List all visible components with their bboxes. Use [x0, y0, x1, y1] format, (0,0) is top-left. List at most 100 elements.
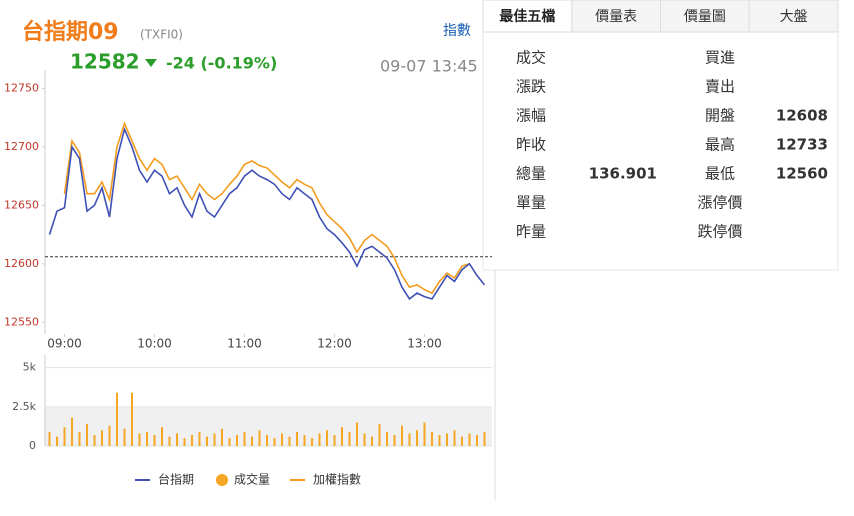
- volume-bar: [123, 428, 126, 446]
- volume-bar: [386, 431, 388, 446]
- down-arrow: [145, 59, 157, 67]
- volume-bar: [416, 430, 418, 446]
- volume-bar: [341, 427, 343, 446]
- quote-label: 漲停價: [697, 194, 742, 212]
- tab[interactable]: [748, 0, 839, 33]
- volume-bar: [258, 430, 261, 446]
- quote-label: 賣出: [705, 78, 735, 96]
- volume-bar: [371, 436, 373, 446]
- volume-bar: [311, 438, 313, 446]
- volume-bar: [176, 433, 178, 446]
- volume-bar: [131, 392, 133, 446]
- volume-bar: [198, 431, 201, 446]
- volume-bar: [348, 431, 351, 446]
- volume-bar: [438, 435, 441, 446]
- tab-label[interactable]: 最佳五檔: [499, 8, 555, 25]
- volume-bar: [333, 435, 336, 446]
- y-tick-label: 0: [29, 439, 36, 452]
- quote-label: 最高: [705, 136, 735, 154]
- quote-label: 跌停價: [697, 223, 742, 241]
- tab-label[interactable]: 價量圖: [684, 8, 726, 25]
- volume-bar: [446, 433, 448, 446]
- quote-label: 昨收: [516, 136, 546, 154]
- volume-bar: [183, 438, 186, 446]
- index-link[interactable]: 指數: [443, 23, 471, 39]
- volume-bar: [63, 427, 66, 446]
- volume-bar: [266, 435, 268, 446]
- volume-bar: [273, 438, 276, 446]
- volume-bar: [476, 435, 478, 446]
- volume-bar: [108, 425, 111, 446]
- y-tick-label: 5k: [23, 361, 37, 374]
- price-line: [48, 126, 486, 301]
- y-tick-label: 12700: [4, 140, 39, 153]
- volume-bar: [431, 431, 433, 446]
- quote-label: 最低: [705, 165, 735, 183]
- volume-bar: [483, 431, 486, 446]
- y-tick-label: 12550: [4, 315, 39, 328]
- tab-label[interactable]: 大盤: [780, 9, 808, 25]
- volume-bar: [453, 430, 456, 446]
- quote-value: 12560: [776, 165, 828, 183]
- legend-label: 成交量: [234, 472, 270, 487]
- x-tick-label: 10:00: [137, 337, 172, 351]
- volume-bar: [318, 433, 321, 446]
- volume-bar: [356, 422, 358, 446]
- quote-label: 總量: [516, 165, 546, 183]
- volume-bar: [86, 424, 88, 446]
- quote-label: 昨量: [516, 223, 546, 241]
- volume-bar: [296, 431, 298, 446]
- right-panel: [482, 0, 839, 271]
- quote-value: 12733: [776, 136, 828, 154]
- volume-bar: [281, 433, 283, 446]
- volume-bar: [468, 433, 471, 446]
- tab-label[interactable]: 價量表: [595, 8, 637, 25]
- title: 台指期09: [22, 19, 119, 45]
- change: -24 (-0.19%): [166, 54, 277, 73]
- volume-bar: [243, 431, 246, 446]
- quote-label: 漲幅: [516, 107, 546, 125]
- volume-bar: [48, 431, 51, 446]
- volume-bar: [378, 424, 381, 446]
- y-tick-label: 12600: [4, 257, 39, 270]
- volume-bar: [228, 438, 231, 446]
- volume-bar: [153, 435, 156, 446]
- volume-bar: [168, 436, 171, 446]
- volume-bar: [326, 430, 328, 446]
- y-tick-label: 2.5k: [12, 400, 36, 413]
- volume-bar: [288, 436, 291, 446]
- legend-label: 加權指數: [313, 472, 361, 487]
- volume-bar: [303, 435, 306, 446]
- x-tick-label: 13:00: [407, 337, 442, 351]
- volume-bar: [461, 436, 463, 446]
- quote-label: 漲跌: [516, 78, 546, 96]
- volume-bar: [213, 433, 216, 446]
- quote-label: 買進: [705, 49, 735, 67]
- volume-bar: [191, 435, 193, 446]
- x-tick-label: 09:00: [47, 337, 82, 351]
- volume-bar: [401, 425, 403, 446]
- volume-bar: [138, 433, 141, 446]
- quote-value: 136.901: [589, 165, 657, 183]
- volume-bar: [56, 436, 58, 446]
- volume-bar: [206, 436, 208, 446]
- x-tick-label: 12:00: [317, 337, 352, 351]
- volume-bar: [221, 428, 223, 446]
- volume-bar: [101, 430, 103, 446]
- volume-bar: [408, 433, 411, 446]
- quote-label: 單量: [516, 194, 546, 212]
- legend-swatch: [216, 474, 228, 486]
- tab[interactable]: [660, 0, 750, 33]
- volume-bar: [161, 427, 163, 446]
- price-line: [63, 121, 470, 295]
- volume-bar: [71, 417, 73, 446]
- volume-bar: [93, 435, 96, 446]
- volume-bar: [236, 435, 238, 446]
- code: (TXFI0): [140, 28, 183, 42]
- volume-bar: [423, 422, 426, 446]
- quote-label: 開盤: [705, 107, 735, 125]
- y-tick-label: 12750: [4, 81, 39, 94]
- y-tick-label: 12650: [4, 198, 39, 211]
